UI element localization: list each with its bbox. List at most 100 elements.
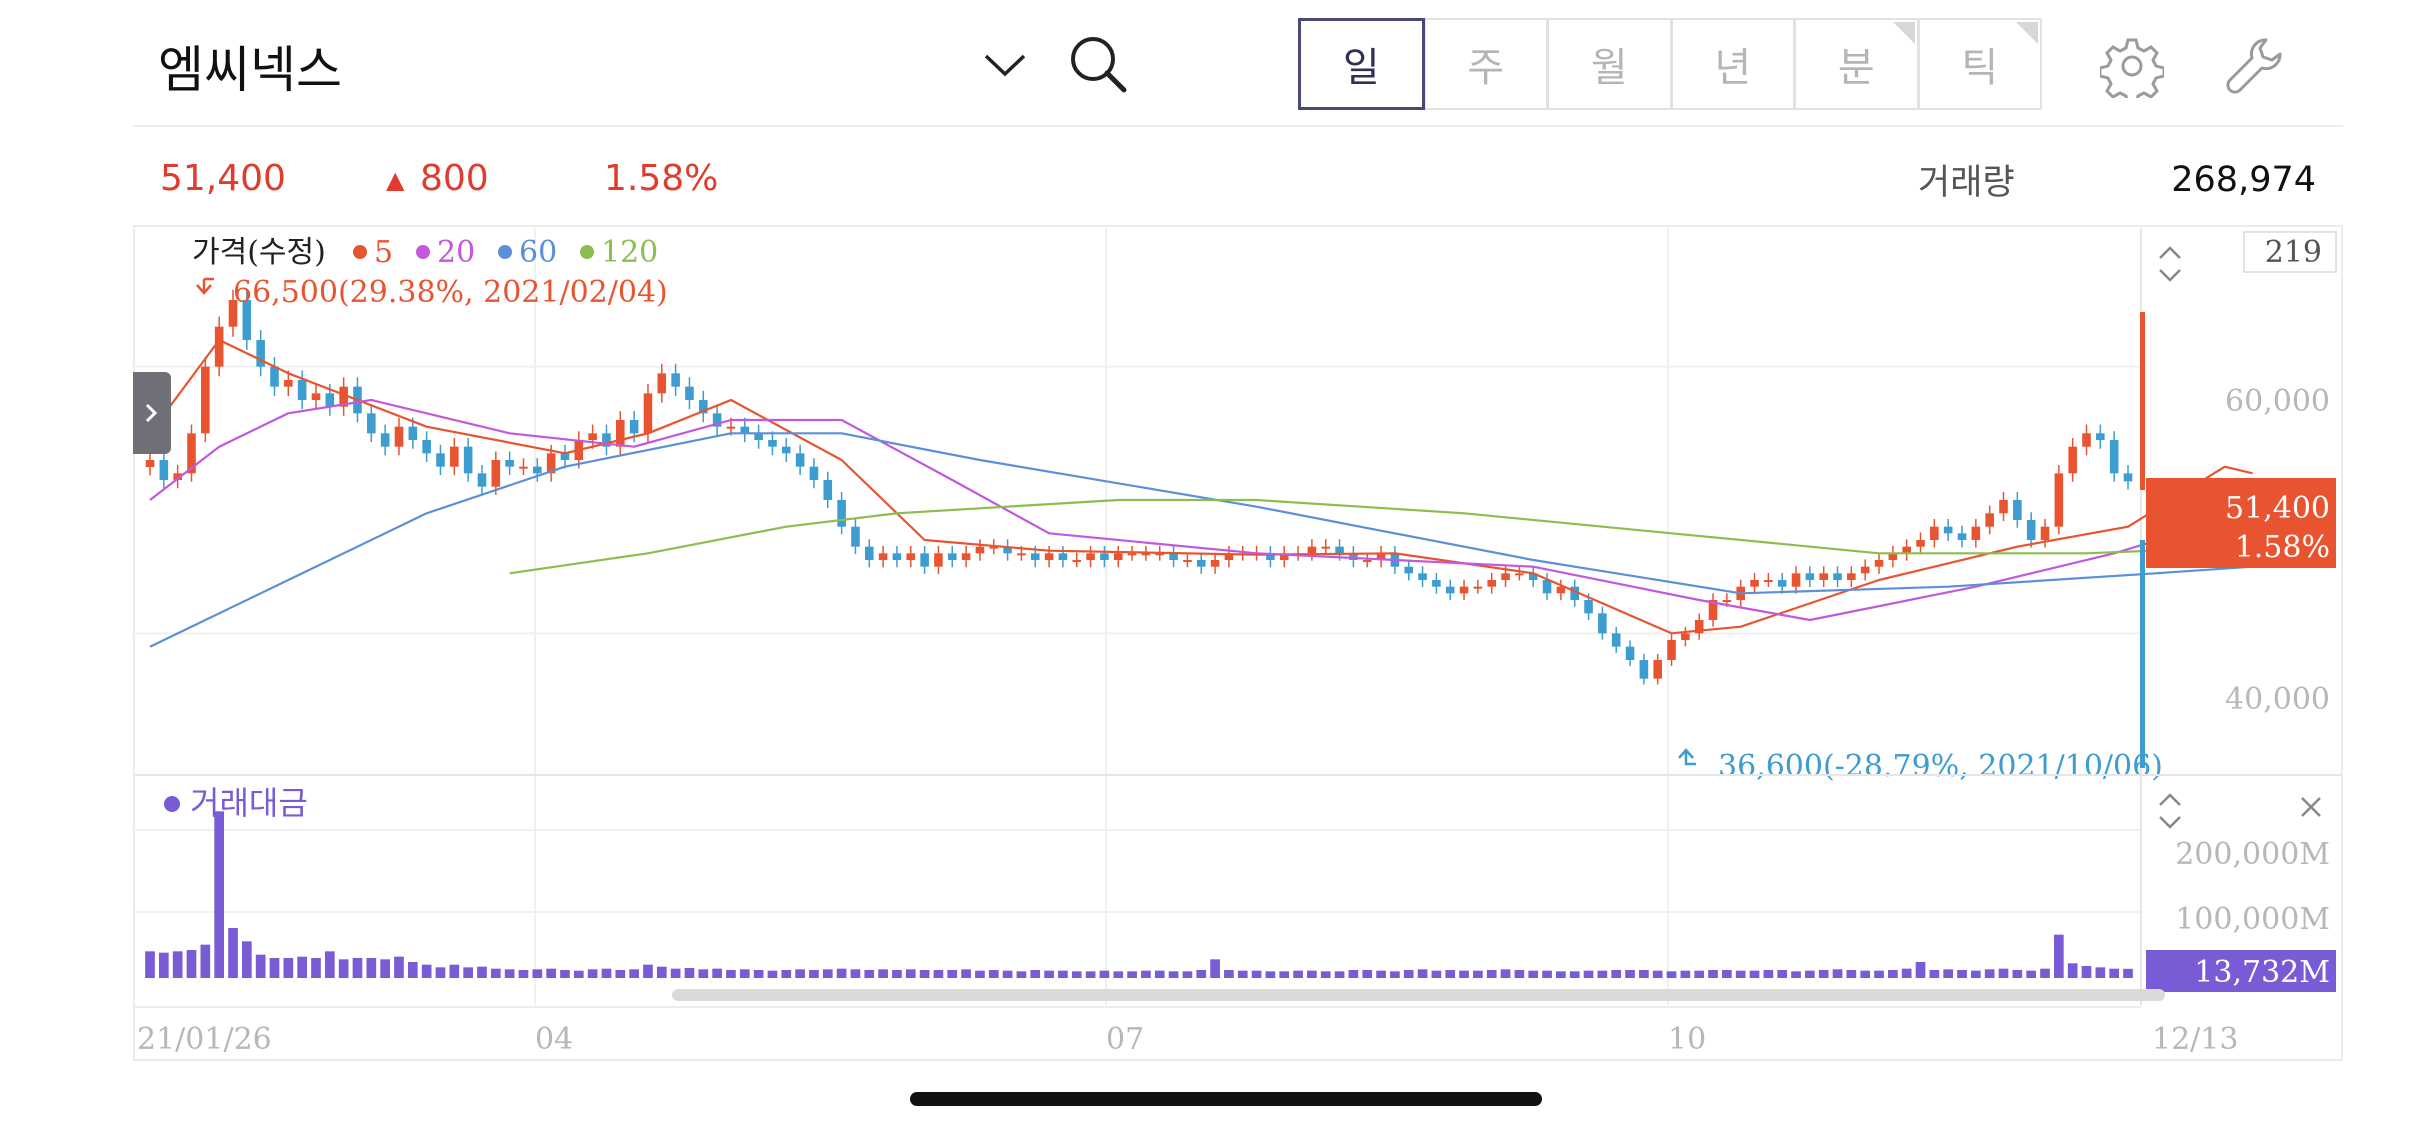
candle-body <box>1943 526 1953 534</box>
current-pct-label: 1.58% <box>2235 530 2330 565</box>
candle-body <box>795 453 805 467</box>
turnover-bar <box>726 970 736 978</box>
turnover-bar <box>228 928 238 978</box>
turnover-bar <box>601 968 612 978</box>
turnover-bar <box>1874 970 1884 978</box>
turnover-bar <box>1915 962 1926 978</box>
candle-body <box>1722 600 1732 602</box>
turnover-bar <box>214 811 225 978</box>
tab-year[interactable]: 년 <box>1671 18 1795 110</box>
turnover-bar <box>1611 970 1622 978</box>
turnover-bar <box>504 969 515 978</box>
candle-body <box>602 433 611 447</box>
candle-body <box>380 433 390 447</box>
tab-minute[interactable]: 분 <box>1795 18 1919 110</box>
turnover-bar <box>2067 963 2078 978</box>
turnover-bar <box>324 951 335 978</box>
close-icon[interactable] <box>2301 797 2321 817</box>
candle-body <box>1777 580 1787 587</box>
sidebar-toggle-button[interactable] <box>133 372 171 454</box>
turnover-bar <box>1362 970 1373 978</box>
turnover-bar <box>2109 968 2120 978</box>
stock-name[interactable]: 엠씨넥스 <box>158 41 342 99</box>
current-price: 51,400 <box>160 158 286 199</box>
candle-body <box>1349 553 1358 560</box>
candle-body <box>145 460 155 468</box>
y-tick-40000: 40,000 <box>2225 682 2330 717</box>
turnover-bar <box>684 968 695 978</box>
candle-body <box>657 373 667 394</box>
candle-body <box>643 393 653 434</box>
high-marker-icon <box>196 277 214 295</box>
turnover-bar <box>255 954 266 978</box>
price-scroll-arrows-icon[interactable] <box>2159 246 2181 282</box>
candle-body <box>1764 580 1773 582</box>
candle-body <box>1902 546 1911 554</box>
turnover-bar <box>172 951 183 978</box>
candle-body <box>851 526 860 547</box>
tab-week[interactable]: 주 <box>1424 18 1548 110</box>
candle-body <box>1515 573 1524 576</box>
candle-body <box>1473 586 1483 589</box>
x-tick-10: 10 <box>1668 1022 1706 1057</box>
turnover-bar <box>1569 971 1580 978</box>
home-indicator <box>910 1092 1542 1106</box>
candle-body <box>1916 540 1925 547</box>
candle-body <box>1501 573 1510 580</box>
count-box <box>2243 231 2337 273</box>
turnover-bar <box>1680 970 1691 978</box>
tab-day[interactable]: 일 <box>1298 18 1425 110</box>
candle-body <box>920 553 929 567</box>
turnover-bar <box>1846 970 1857 978</box>
y-tick-60000: 60,000 <box>2225 384 2330 419</box>
turnover-scroll-arrows-icon[interactable] <box>2159 793 2181 829</box>
legend-dot-5 <box>353 245 367 259</box>
turnover-bar <box>1154 970 1165 978</box>
turnover-bar <box>1334 971 1345 978</box>
wrench-icon[interactable] <box>2222 34 2286 98</box>
turnover-bar <box>712 968 722 978</box>
turnover-bar <box>1293 970 1303 978</box>
count-label: 219 <box>2265 235 2322 270</box>
moving-average-lines <box>149 338 2253 648</box>
legend-label-60: 60 <box>519 235 557 270</box>
turnover-bar <box>1168 971 1179 978</box>
legend-dot-20 <box>416 245 430 259</box>
candle-body <box>1750 580 1759 587</box>
candle-body <box>2123 473 2133 482</box>
turnover-bar <box>947 970 958 978</box>
candle-body <box>1335 546 1344 554</box>
turnover-bar <box>919 970 930 978</box>
candle-body <box>1888 553 1898 560</box>
candle-body <box>408 426 418 440</box>
turnover-bar <box>1473 970 1483 978</box>
turnover-bar <box>1390 971 1400 978</box>
tab-tick[interactable]: 틱 <box>1918 18 2042 110</box>
turnover-bar <box>892 970 902 978</box>
period-tabs: 일 주 월 년 분 틱 <box>1298 18 2042 110</box>
candle-body <box>311 393 321 400</box>
chevron-down-icon[interactable] <box>980 40 1030 90</box>
turnover-bar <box>1735 970 1746 978</box>
candle-body <box>1321 546 1331 549</box>
candle-body <box>1694 620 1704 634</box>
candle-body <box>1833 573 1842 580</box>
candle-body <box>228 300 238 327</box>
turnover-bar <box>2026 970 2037 978</box>
candle-body <box>1598 613 1607 634</box>
chart-scrollbar[interactable] <box>672 989 2165 1001</box>
candle-body <box>325 393 335 407</box>
tab-month[interactable]: 월 <box>1548 18 1672 110</box>
turnover-legend-title: 거래대금 <box>190 784 308 822</box>
turnover-bar <box>878 969 888 978</box>
search-icon[interactable] <box>1066 32 1130 96</box>
candle-body <box>159 460 169 480</box>
candle-body <box>394 426 404 447</box>
turnover-bar <box>1320 971 1331 978</box>
turnover-bar <box>2095 967 2106 978</box>
candle-body <box>1805 573 1815 580</box>
candle-body <box>1017 553 1026 556</box>
turnover-bar <box>1542 970 1552 978</box>
legend-label-120: 120 <box>601 235 658 270</box>
